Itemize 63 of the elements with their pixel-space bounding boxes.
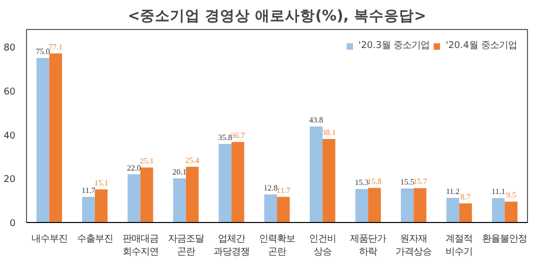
bar: [173, 178, 186, 222]
data-label: 12.8: [264, 183, 278, 192]
bar: [128, 174, 140, 222]
data-label: 35.8: [218, 132, 232, 142]
data-label: 15.3: [354, 178, 369, 187]
x-tick-label: 원자재 가격상승: [396, 234, 432, 258]
x-tick-label: 인력확보 곤란: [259, 234, 295, 258]
legend-label: '20.4월 중소기업: [446, 39, 517, 52]
y-tick-label: 20: [4, 174, 16, 186]
data-label: 22.0: [126, 163, 141, 172]
bar: [322, 138, 336, 222]
x-tick-label: 수출부진: [76, 234, 113, 244]
data-label: 8.7: [460, 192, 471, 202]
bar: [49, 53, 62, 222]
x-tick-label: 계절적 비수기: [446, 234, 473, 258]
bar: [459, 203, 472, 222]
y-tick-label: 80: [4, 42, 16, 54]
data-label: 36.7: [230, 131, 245, 140]
x-tick-label: 내수부진: [31, 234, 68, 244]
bar: [310, 126, 323, 222]
bar: [414, 188, 426, 222]
x-tick-label: 자금조달 곤란: [168, 234, 204, 258]
bar: [82, 196, 95, 222]
data-label: 77.1: [48, 42, 63, 52]
data-label: 15.7: [413, 177, 428, 186]
x-tick-label: 환율불안정: [482, 234, 528, 244]
data-label: 15.8: [367, 176, 382, 186]
bar: [231, 142, 244, 222]
data-label: 15.5: [400, 178, 414, 187]
bar: [355, 188, 368, 222]
bar: [446, 198, 460, 222]
data-label: 11.7: [82, 186, 96, 195]
bar: [277, 196, 290, 222]
x-tick-label: 판매대금 회수지연: [122, 234, 158, 258]
bar: [94, 189, 108, 222]
data-label: 11.1: [492, 187, 506, 196]
data-label: 43.8: [309, 115, 324, 124]
bar: [264, 194, 277, 222]
data-label: 25.1: [140, 156, 154, 166]
data-label: 38.1: [322, 128, 336, 137]
y-tick-label: 0: [10, 218, 16, 229]
bar: [218, 144, 232, 222]
bar: [492, 198, 505, 222]
data-label: 75.0: [36, 47, 50, 56]
bar: [140, 167, 154, 222]
data-label: 15.1: [94, 178, 108, 188]
x-tick-label: 제품단가 하락: [350, 234, 386, 258]
y-tick-label: 40: [4, 130, 16, 142]
data-label: 11.7: [276, 186, 290, 195]
bar: [368, 188, 381, 222]
x-tick-label: 업체간 과당경쟁: [213, 234, 250, 258]
x-tick-label: 인건비 상승: [309, 234, 336, 258]
bar: [36, 58, 50, 222]
bar: [400, 188, 414, 222]
data-label: 25.4: [185, 156, 200, 165]
data-label: 9.5: [506, 190, 516, 200]
bar: [504, 202, 518, 222]
data-label: 11.2: [446, 186, 460, 196]
data-label: 20.1: [172, 167, 187, 176]
bar: [186, 166, 199, 222]
legend-label: '20.3월 중소기업: [358, 39, 430, 52]
y-tick-label: 60: [4, 86, 16, 98]
chart-title: <중소기업 경영상 애로사항(%), 복수응답>: [128, 8, 426, 24]
